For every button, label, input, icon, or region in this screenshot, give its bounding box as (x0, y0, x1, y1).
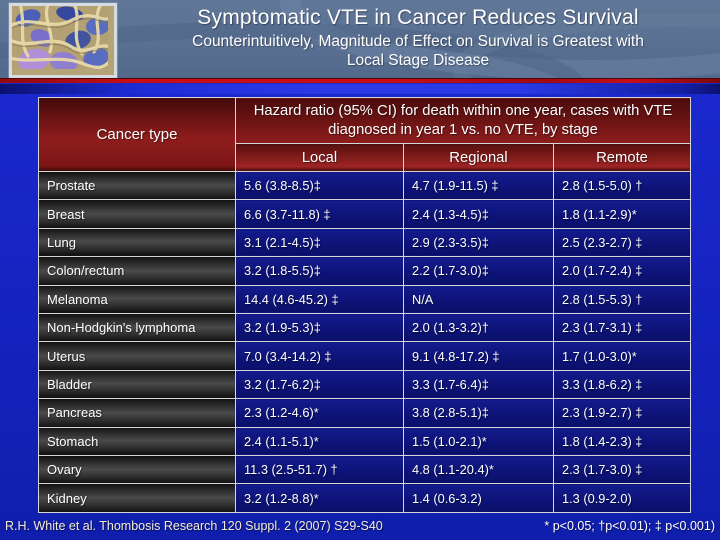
column-header-hazard-ratio: Hazard ratio (95% CI) for death within o… (235, 97, 691, 144)
regional-hr-cell: N/A (403, 284, 554, 315)
local-hr-cell: 3.2 (1.7-6.2)‡ (235, 369, 404, 400)
red-divider-line (0, 78, 720, 83)
table-row: Uterus 7.0 (3.4-14.2) ‡ 9.1 (4.8-17.2) ‡ 1.… (38, 341, 691, 371)
cancer-type-cell: Kidney (38, 483, 236, 513)
table-row: Melanoma 14.4 (4.6-45.2) ‡ N/A 2.8 (1.5-5.3… (38, 284, 691, 315)
table-row: Lung 3.1 (2.1-4.5)‡ 2.9 (2.3-3.5)‡ 2.5 (2.3… (38, 227, 691, 258)
regional-hr-cell: 4.8 (1.1-20.4)* (403, 455, 554, 485)
blood-clot-micrograph (9, 3, 117, 78)
remote-hr-cell: 2.8 (1.5-5.3) † (553, 284, 691, 315)
remote-hr-cell: 2.0 (1.7-2.4) ‡ (553, 256, 691, 286)
remote-hr-cell: 2.3 (1.7-3.1) ‡ (553, 313, 691, 343)
significance-legend: * p<0.05; †p<0.01); ‡ p<0.001) (544, 519, 715, 533)
table-row: Pancreas 2.3 (1.2-4.6)* 3.8 (2.8-5.1)‡ 2.3 … (38, 398, 691, 428)
remote-hr-cell: 2.5 (2.3-2.7) ‡ (553, 227, 691, 258)
cancer-type-cell: Ovary (38, 455, 236, 485)
regional-hr-cell: 2.0 (1.3-3.2)† (403, 313, 554, 343)
cancer-type-cell: Pancreas (38, 398, 236, 428)
cancer-type-cell: Prostate (38, 170, 236, 201)
cancer-type-cell: Melanoma (38, 284, 236, 315)
regional-hr-cell: 2.2 (1.7-3.0)‡ (403, 256, 554, 286)
remote-hr-cell: 1.3 (0.9-2.0) (553, 483, 691, 513)
remote-hr-cell: 2.8 (1.5-5.0) † (553, 170, 691, 201)
cancer-type-cell: Lung (38, 227, 236, 258)
local-hr-cell: 3.2 (1.9-5.3)‡ (235, 313, 404, 343)
regional-hr-cell: 3.8 (2.8-5.1)‡ (403, 398, 554, 428)
subtitle-line-2: Local Stage Disease (346, 51, 490, 69)
slide-subtitle: Counterintuitively, Magnitude of Effect … (120, 33, 716, 71)
table-row: Non-Hodgkin's lymphoma 3.2 (1.9-5.3)‡ 2.0 … (38, 313, 691, 343)
slide-header: Symptomatic VTE in Cancer Reduces Surviv… (0, 0, 720, 78)
local-hr-cell: 5.6 (3.8-8.5)‡ (235, 170, 404, 201)
subtitle-line-1: Counterintuitively, Magnitude of Effect … (192, 33, 644, 50)
table-header-row-2: Local Regional Remote (39, 143, 691, 172)
remote-hr-cell: 2.3 (1.9-2.7) ‡ (553, 398, 691, 428)
local-hr-cell: 14.4 (4.6-45.2) ‡ (235, 284, 404, 315)
cancer-type-cell: Breast (38, 199, 236, 229)
table-row: Colon/rectum 3.2 (1.8-5.5)‡ 2.2 (1.7-3.0)‡… (38, 256, 691, 286)
cancer-type-cell: Uterus (38, 341, 236, 371)
remote-hr-cell: 1.7 (1.0-3.0)* (553, 341, 691, 371)
cancer-type-cell: Non-Hodgkin's lymphoma (38, 313, 236, 343)
column-header-local: Local (235, 143, 404, 172)
local-hr-cell: 2.3 (1.2-4.6)* (235, 398, 404, 428)
cancer-type-cell: Stomach (38, 426, 236, 457)
table-header-row-1: Cancer type Hazard ratio (95% CI) for de… (38, 97, 691, 172)
column-header-remote: Remote (553, 143, 691, 172)
slide-title: Symptomatic VTE in Cancer Reduces Surviv… (197, 6, 639, 29)
table-row: Stomach 2.4 (1.1-5.1)* 1.5 (1.0-2.1)* 1.8 (… (38, 426, 691, 457)
title-block: Symptomatic VTE in Cancer Reduces Surviv… (120, 0, 716, 78)
hazard-ratio-table: Cancer type Hazard ratio (95% CI) for de… (38, 97, 691, 513)
regional-hr-cell: 4.7 (1.9-11.5) ‡ (403, 170, 554, 201)
regional-hr-cell: 1.5 (1.0-2.1)* (403, 426, 554, 457)
table-row: Bladder 3.2 (1.7-6.2)‡ 3.3 (1.7-6.4)‡ 3.3 (… (38, 369, 691, 400)
blue-accent-strip (0, 84, 720, 94)
regional-hr-cell: 2.4 (1.3-4.5)‡ (403, 199, 554, 229)
column-header-regional: Regional (403, 143, 554, 172)
citation-text: R.H. White et al. Thombosis Research 120… (5, 519, 383, 533)
table-row: Ovary 11.3 (2.5-51.7) † 4.8 (1.1-20.4)* 2.3… (38, 455, 691, 485)
swoosh-decoration (0, 0, 720, 78)
local-hr-cell: 3.2 (1.2-8.8)* (235, 483, 404, 513)
regional-hr-cell: 3.3 (1.7-6.4)‡ (403, 369, 554, 400)
remote-hr-cell: 1.8 (1.4-2.3) ‡ (553, 426, 691, 457)
table-row: Prostate 5.6 (3.8-8.5)‡ 4.7 (1.9-11.5) ‡ 2.… (38, 170, 691, 201)
regional-hr-cell: 1.4 (0.6-3.2) (403, 483, 554, 513)
table-row: Breast 6.6 (3.7-11.8) ‡ 2.4 (1.3-4.5)‡ 1.8 … (38, 199, 691, 229)
local-hr-cell: 2.4 (1.1-5.1)* (235, 426, 404, 457)
local-hr-cell: 6.6 (3.7-11.8) ‡ (235, 199, 404, 229)
remote-hr-cell: 3.3 (1.8-6.2) ‡ (553, 369, 691, 400)
cancer-type-cell: Colon/rectum (38, 256, 236, 286)
local-hr-cell: 11.3 (2.5-51.7) † (235, 455, 404, 485)
remote-hr-cell: 2.3 (1.7-3.0) ‡ (553, 455, 691, 485)
regional-hr-cell: 2.9 (2.3-3.5)‡ (403, 227, 554, 258)
remote-hr-cell: 1.8 (1.1-2.9)* (553, 199, 691, 229)
column-header-cancer-type: Cancer type (38, 97, 236, 172)
cancer-type-cell: Bladder (38, 369, 236, 400)
regional-hr-cell: 9.1 (4.8-17.2) ‡ (403, 341, 554, 371)
local-hr-cell: 7.0 (3.4-14.2) ‡ (235, 341, 404, 371)
local-hr-cell: 3.1 (2.1-4.5)‡ (235, 227, 404, 258)
local-hr-cell: 3.2 (1.8-5.5)‡ (235, 256, 404, 286)
table-row: Kidney 3.2 (1.2-8.8)* 1.4 (0.6-3.2) 1.3 (0.… (38, 483, 691, 513)
